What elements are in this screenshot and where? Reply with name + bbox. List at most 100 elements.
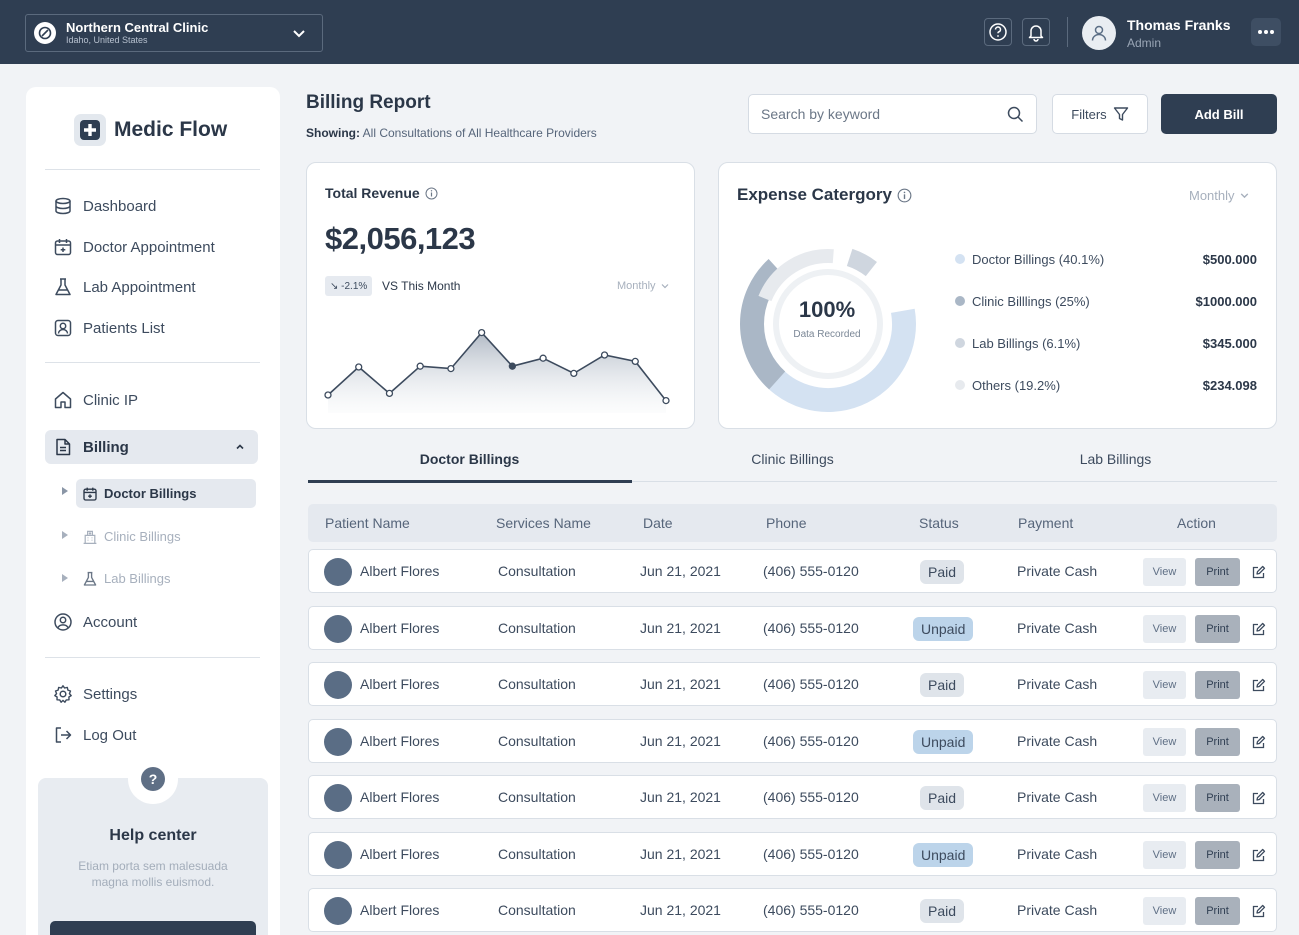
sidebar-subitem-lab-billings[interactable]: Lab Billings (76, 564, 256, 593)
brand[interactable]: Medic Flow (74, 114, 227, 146)
edit-icon[interactable] (1248, 845, 1268, 865)
sidebar-item-dashboard[interactable]: Dashboard (45, 189, 258, 223)
notifications-button[interactable] (1022, 18, 1050, 46)
tab-lab-billings[interactable]: Lab Billings (1079, 451, 1152, 467)
phone: (406) 555-0120 (763, 902, 859, 918)
sidebar-subitem-label: Lab Billings (104, 571, 171, 586)
column-header[interactable]: Status (919, 515, 959, 531)
info-icon[interactable] (897, 188, 912, 203)
column-header[interactable]: Phone (766, 515, 807, 531)
trend-point[interactable] (385, 389, 394, 398)
table-row[interactable]: Albert Flores Consultation Jun 21, 2021 (40… (308, 606, 1277, 650)
view-button[interactable]: View (1143, 728, 1186, 756)
add-bill-button[interactable]: Add Bill (1161, 94, 1277, 134)
legend-label: Lab Billings (6.1%) (972, 335, 1081, 351)
print-button[interactable]: Print (1195, 615, 1240, 643)
column-header[interactable]: Services Name (496, 515, 591, 531)
search-box[interactable] (748, 94, 1037, 134)
tab-clinic-billings[interactable]: Clinic Billings (751, 451, 834, 467)
trend-point[interactable] (447, 364, 455, 373)
sidebar-subitem-doctor-billings[interactable]: Doctor Billings (76, 479, 256, 508)
sidebar-item-label: Billing (83, 438, 129, 456)
legend-label: Clinic Billlings (25%) (972, 293, 1090, 309)
trend-point[interactable] (477, 328, 486, 337)
trend-point[interactable] (600, 351, 609, 359)
sidebar-item-clinic-ip[interactable]: Clinic IP (45, 383, 258, 417)
brand-name: Medic Flow (114, 118, 228, 141)
trend-point[interactable] (662, 396, 670, 405)
trend-point[interactable] (355, 363, 363, 371)
info-icon[interactable] (425, 187, 438, 200)
donut-slice-lab[interactable] (846, 248, 877, 277)
help-button[interactable] (984, 18, 1012, 46)
legend-row: Doctor Billings (40.1%) $500.000 (955, 249, 1257, 269)
sidebar-subitem-clinic-billings[interactable]: Clinic Billings (76, 522, 256, 551)
date: Jun 21, 2021 (640, 676, 721, 692)
question-icon: ? (141, 767, 165, 791)
print-button[interactable]: Print (1195, 728, 1240, 756)
sidebar-item-lab-appointment[interactable]: Lab Appointment (45, 270, 258, 304)
column-header[interactable]: Payment (1018, 515, 1074, 531)
avatar[interactable] (1082, 16, 1116, 50)
edit-icon[interactable] (1248, 675, 1268, 695)
view-button[interactable]: View (1143, 897, 1186, 925)
trend-point[interactable] (324, 391, 332, 399)
search-icon[interactable] (1007, 106, 1024, 123)
edit-icon[interactable] (1248, 732, 1268, 752)
trend-point[interactable] (631, 357, 639, 366)
view-button[interactable]: View (1143, 671, 1186, 699)
clinic-selector[interactable]: Northern Central Clinic Idaho, United St… (25, 14, 323, 52)
sidebar-item-doctor-appointment[interactable]: Doctor Appointment (45, 230, 258, 264)
tab-doctor-billings[interactable]: Doctor Billings (308, 437, 632, 483)
sidebar-item-account[interactable]: Account (45, 605, 258, 639)
avatar (324, 841, 352, 869)
legend-dot (955, 296, 965, 306)
edit-icon[interactable] (1248, 619, 1268, 639)
trend-point[interactable] (416, 362, 424, 370)
table-row[interactable]: Albert Flores Consultation Jun 21, 2021 (40… (308, 832, 1277, 876)
divider (45, 169, 260, 170)
expense-period-dropdown[interactable]: Monthly (1189, 188, 1250, 203)
sidebar-item-settings[interactable]: Settings (45, 677, 258, 711)
phone: (406) 555-0120 (763, 676, 859, 692)
column-header[interactable]: Patient Name (325, 515, 410, 531)
print-button[interactable]: Print (1195, 671, 1240, 699)
table-row[interactable]: Albert Flores Consultation Jun 21, 2021 (40… (308, 549, 1277, 593)
clinic-location: Idaho, United States (66, 35, 148, 45)
more-button[interactable] (1251, 18, 1281, 46)
help-center-button[interactable] (50, 921, 256, 935)
table-row[interactable]: Albert Flores Consultation Jun 21, 2021 (40… (308, 888, 1277, 932)
print-button[interactable]: Print (1195, 841, 1240, 869)
trend-point[interactable] (570, 369, 578, 378)
view-button[interactable]: View (1143, 784, 1186, 812)
divider (45, 362, 260, 363)
donut-slice-doctor[interactable] (755, 308, 916, 412)
column-header[interactable]: Date (643, 515, 673, 531)
trend-point[interactable] (508, 362, 517, 370)
table-row[interactable]: Albert Flores Consultation Jun 21, 2021 (40… (308, 775, 1277, 819)
print-button[interactable]: Print (1195, 784, 1240, 812)
revenue-vs-label: VS This Month (382, 279, 461, 293)
table-row[interactable]: Albert Flores Consultation Jun 21, 2021 (40… (308, 719, 1277, 763)
trend-point[interactable] (539, 354, 547, 362)
sidebar-item-log-out[interactable]: Log Out (45, 718, 258, 752)
phone: (406) 555-0120 (763, 846, 859, 862)
legend-row: Others (19.2%) $234.098 (955, 375, 1257, 395)
view-button[interactable]: View (1143, 558, 1186, 586)
edit-icon[interactable] (1248, 901, 1268, 921)
expense-category-card: Expense Catergory Monthly 100% Data Reco… (718, 162, 1277, 429)
print-button[interactable]: Print (1195, 897, 1240, 925)
table-row[interactable]: Albert Flores Consultation Jun 21, 2021 (40… (308, 662, 1277, 706)
sidebar-item-billing[interactable]: Billing (45, 430, 258, 464)
edit-icon[interactable] (1248, 788, 1268, 808)
donut-slice-clinic[interactable] (740, 259, 786, 390)
view-button[interactable]: View (1143, 615, 1186, 643)
revenue-period-dropdown[interactable]: Monthly (617, 280, 670, 292)
view-button[interactable]: View (1143, 841, 1186, 869)
filters-button[interactable]: Filters (1052, 94, 1148, 134)
print-button[interactable]: Print (1195, 558, 1240, 586)
edit-icon[interactable] (1248, 562, 1268, 582)
donut-slice-others[interactable] (758, 249, 834, 302)
search-input[interactable] (761, 106, 1007, 122)
sidebar-item-patients-list[interactable]: Patients List (45, 311, 258, 345)
